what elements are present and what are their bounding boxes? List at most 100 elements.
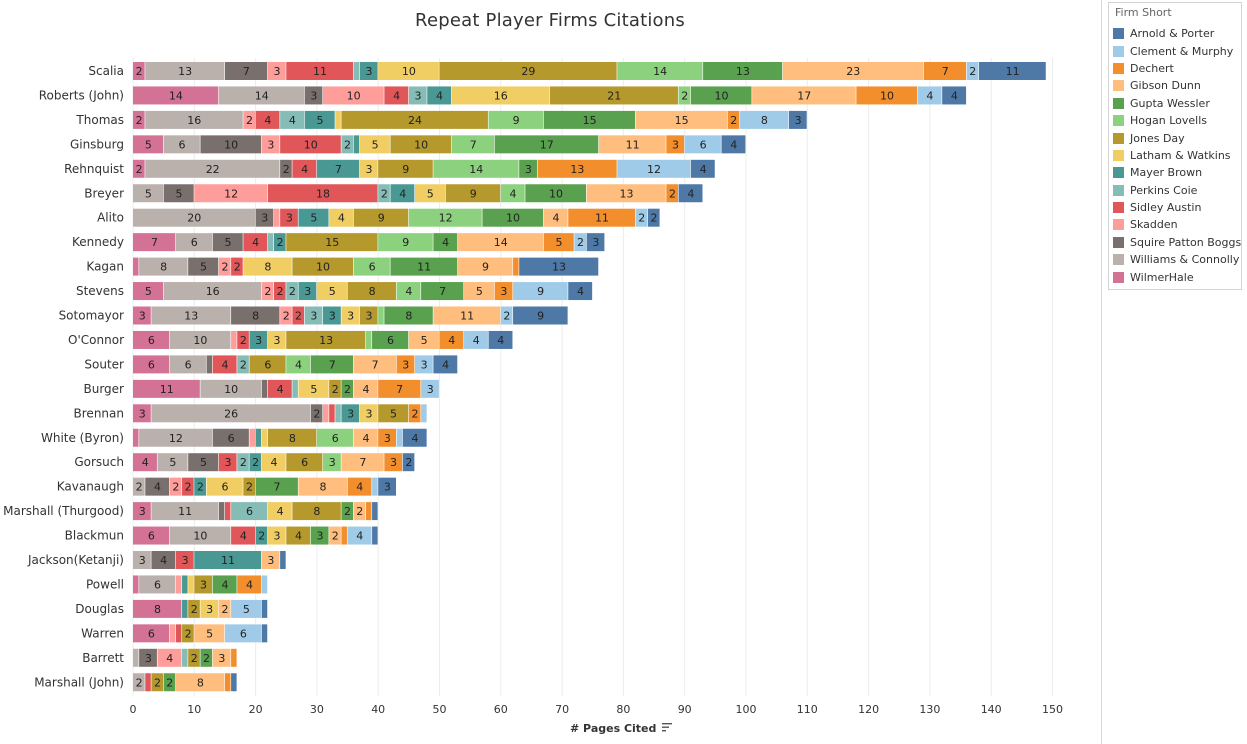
bar-segment[interactable] — [175, 551, 194, 569]
bar-segment[interactable] — [513, 306, 568, 325]
bar-segment[interactable] — [384, 306, 433, 325]
bar-segment[interactable] — [335, 404, 341, 423]
bar-segment[interactable] — [856, 86, 918, 105]
bar-segment[interactable] — [482, 208, 544, 227]
bar-segment[interactable] — [133, 135, 164, 154]
bar-segment[interactable] — [133, 453, 157, 472]
bar-segment[interactable] — [163, 673, 176, 692]
bar-segment[interactable] — [978, 62, 1046, 80]
bar-segment[interactable] — [280, 159, 292, 178]
bar-segment[interactable] — [721, 135, 746, 154]
bar-segment[interactable] — [494, 135, 599, 154]
bar-segment[interactable] — [402, 453, 415, 472]
bar-segment[interactable] — [145, 110, 243, 129]
bar-segment[interactable] — [372, 502, 378, 521]
bar-segment[interactable] — [942, 86, 967, 105]
bar-segment[interactable] — [574, 233, 587, 252]
bar-segment[interactable] — [212, 648, 231, 667]
bar-segment[interactable] — [525, 184, 587, 203]
bar-segment[interactable] — [359, 404, 378, 423]
bar-segment[interactable] — [390, 184, 415, 203]
bar-segment[interactable] — [133, 86, 219, 105]
bar-segment[interactable] — [151, 502, 219, 521]
bar-segment[interactable] — [151, 404, 311, 423]
bar-segment[interactable] — [261, 624, 268, 643]
bar-segment[interactable] — [243, 257, 292, 276]
bar-segment[interactable] — [267, 526, 286, 545]
bar-segment[interactable] — [286, 233, 378, 252]
bar-segment[interactable] — [188, 257, 219, 276]
bar-segment[interactable] — [666, 184, 678, 203]
bar-segment[interactable] — [145, 62, 225, 80]
bar-segment[interactable] — [133, 624, 170, 643]
bar-segment[interactable] — [280, 551, 286, 569]
bar-segment[interactable] — [457, 257, 513, 276]
bar-segment[interactable] — [439, 62, 617, 80]
bar-segment[interactable] — [249, 330, 268, 349]
bar-segment[interactable] — [249, 453, 262, 472]
bar-segment[interactable] — [378, 233, 433, 252]
bar-segment[interactable] — [365, 330, 372, 349]
bar-segment[interactable] — [224, 624, 262, 643]
bar-segment[interactable] — [396, 428, 403, 447]
bar-segment[interactable] — [200, 135, 262, 154]
bar-segment[interactable] — [188, 453, 219, 472]
bar-segment[interactable] — [378, 428, 396, 447]
bar-segment[interactable] — [194, 575, 213, 594]
bar-segment[interactable] — [267, 184, 378, 203]
bar-segment[interactable] — [617, 159, 691, 178]
bar-segment[interactable] — [218, 86, 305, 105]
bar-segment[interactable] — [372, 330, 409, 349]
bar-segment[interactable] — [323, 453, 341, 472]
bar-segment[interactable] — [488, 110, 544, 129]
bar-segment[interactable] — [500, 306, 513, 325]
bar-segment[interactable] — [427, 86, 452, 105]
bar-segment[interactable] — [384, 86, 409, 105]
bar-segment[interactable] — [157, 648, 182, 667]
bar-segment[interactable] — [194, 184, 268, 203]
bar-segment[interactable] — [310, 526, 329, 545]
bar-segment[interactable] — [280, 135, 341, 154]
bar-segment[interactable] — [286, 330, 366, 349]
bar-segment[interactable] — [292, 379, 298, 398]
bar-segment[interactable] — [727, 110, 740, 129]
bar-segment[interactable] — [396, 282, 421, 301]
bar-segment[interactable] — [378, 184, 390, 203]
bar-segment[interactable] — [316, 159, 360, 178]
bar-segment[interactable] — [304, 86, 323, 105]
bar-segment[interactable] — [182, 648, 188, 667]
bar-segment[interactable] — [280, 110, 305, 129]
bar-segment[interactable] — [224, 502, 231, 521]
bar-segment[interactable] — [359, 135, 390, 154]
bar-segment[interactable] — [433, 355, 458, 374]
bar-segment[interactable] — [261, 551, 280, 569]
bar-segment[interactable] — [286, 453, 323, 472]
bar-segment[interactable] — [273, 282, 286, 301]
bar-segment[interactable] — [341, 404, 360, 423]
bar-segment[interactable] — [353, 62, 360, 80]
bar-segment[interactable] — [635, 110, 728, 129]
bar-segment[interactable] — [145, 159, 280, 178]
bar-segment[interactable] — [218, 453, 237, 472]
bar-segment[interactable] — [457, 233, 544, 252]
bar-segment[interactable] — [678, 184, 703, 203]
bar-segment[interactable] — [690, 159, 715, 178]
bar-segment[interactable] — [568, 282, 593, 301]
bar-segment[interactable] — [292, 306, 305, 325]
bar-segment[interactable] — [218, 502, 225, 521]
bar-segment[interactable] — [218, 599, 231, 618]
bar-segment[interactable] — [396, 355, 415, 374]
bar-segment[interactable] — [139, 257, 188, 276]
bar-segment[interactable] — [237, 575, 262, 594]
bar-segment[interactable] — [617, 62, 703, 80]
bar-segment[interactable] — [513, 257, 519, 276]
bar-segment[interactable] — [224, 62, 268, 80]
bar-segment[interactable] — [133, 184, 164, 203]
bar-segment[interactable] — [267, 62, 286, 80]
bar-segment[interactable] — [421, 379, 439, 398]
bar-segment[interactable] — [133, 330, 170, 349]
bar-segment[interactable] — [378, 62, 439, 80]
bar-segment[interactable] — [782, 62, 924, 80]
bar-segment[interactable] — [372, 526, 378, 545]
bar-segment[interactable] — [739, 110, 789, 129]
